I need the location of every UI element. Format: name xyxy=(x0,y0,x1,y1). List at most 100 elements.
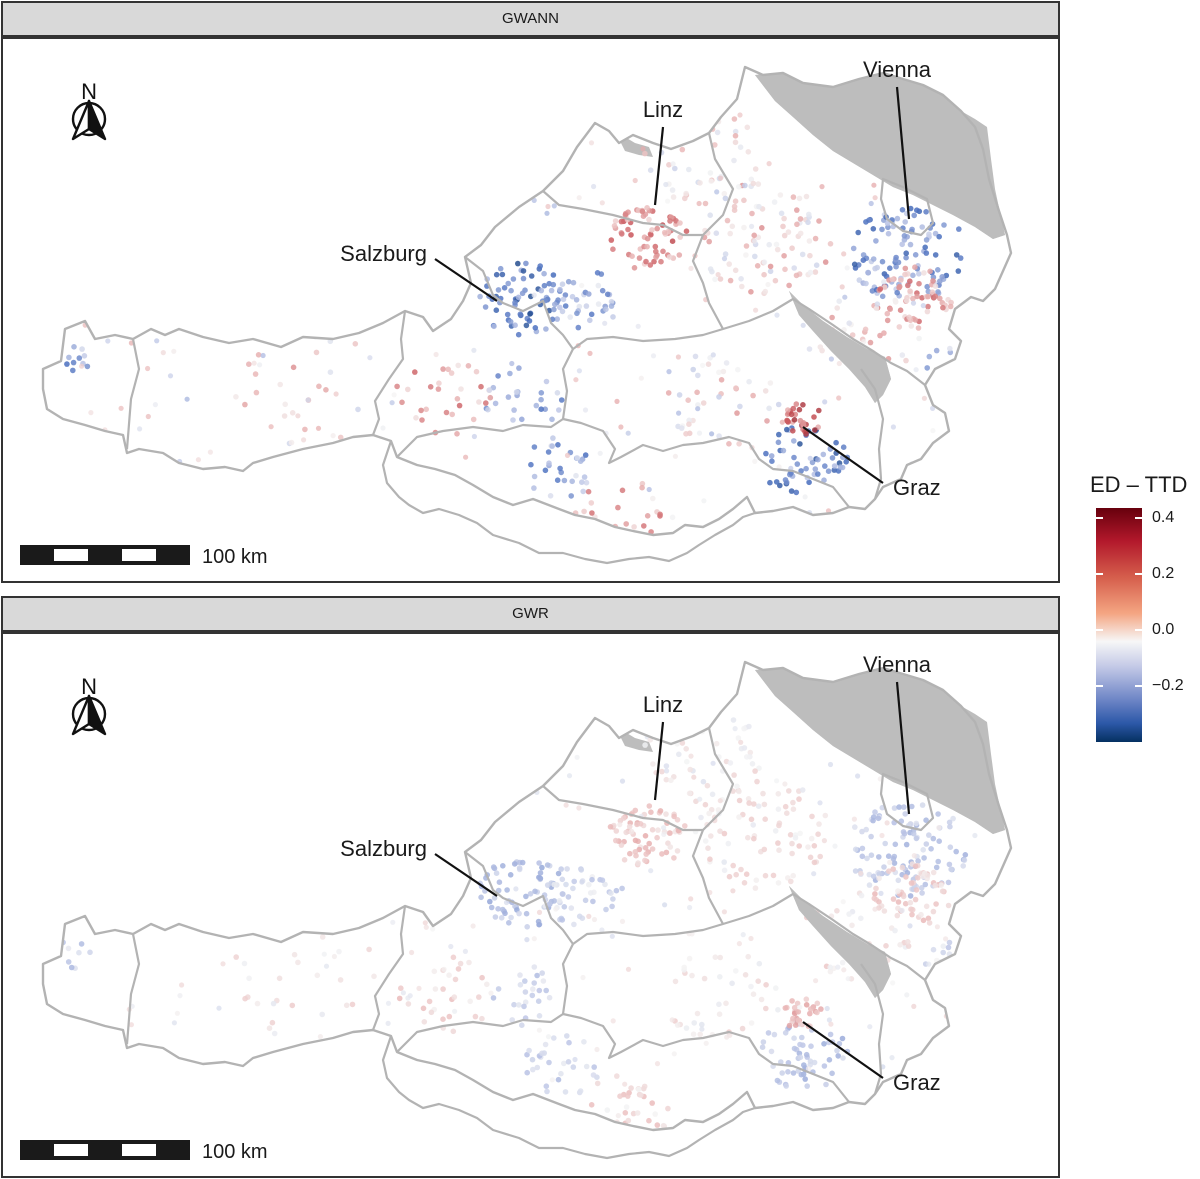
state-border xyxy=(860,963,885,1095)
station-point xyxy=(717,954,723,961)
station-point xyxy=(900,829,907,835)
station-point xyxy=(473,368,480,375)
station-point xyxy=(776,431,782,438)
station-point xyxy=(551,306,557,313)
station-point xyxy=(883,943,889,949)
station-point xyxy=(604,291,611,298)
station-point xyxy=(515,260,521,267)
station-point xyxy=(269,1019,276,1026)
station-point xyxy=(676,410,682,416)
station-point xyxy=(846,911,852,917)
station-point xyxy=(555,297,561,303)
station-point xyxy=(291,951,298,958)
station-point xyxy=(766,241,772,248)
station-point xyxy=(565,894,572,900)
station-point xyxy=(910,272,916,279)
station-point xyxy=(558,866,564,872)
station-point xyxy=(633,852,639,859)
station-point xyxy=(943,936,949,942)
station-point xyxy=(544,862,551,868)
station-point xyxy=(718,175,724,181)
station-point xyxy=(471,433,477,440)
station-point xyxy=(822,399,828,405)
station-point xyxy=(674,817,681,823)
station-point xyxy=(637,821,644,827)
station-point xyxy=(859,845,866,852)
station-point xyxy=(879,226,885,233)
station-point xyxy=(923,209,929,215)
station-point xyxy=(709,268,715,275)
station-point xyxy=(930,428,936,434)
station-point xyxy=(520,275,527,282)
station-point xyxy=(901,233,908,239)
station-point xyxy=(623,521,629,527)
station-point xyxy=(767,263,774,270)
station-point xyxy=(920,917,927,924)
station-point xyxy=(782,1005,789,1011)
station-point xyxy=(323,387,329,393)
station-point xyxy=(805,1066,812,1072)
station-point xyxy=(559,891,566,897)
station-point xyxy=(564,1033,570,1039)
station-point xyxy=(634,1110,641,1116)
station-point xyxy=(827,968,834,975)
station-point xyxy=(644,205,650,211)
station-point xyxy=(171,348,177,354)
station-point xyxy=(242,995,248,1002)
station-point xyxy=(932,882,939,889)
station-point xyxy=(741,224,747,231)
station-point xyxy=(723,360,730,366)
station-point xyxy=(808,1043,814,1049)
station-point xyxy=(505,280,512,287)
station-point xyxy=(741,745,748,751)
station-point xyxy=(455,966,462,972)
station-point xyxy=(650,495,656,502)
station-point xyxy=(653,248,659,255)
station-point xyxy=(663,811,669,817)
station-point xyxy=(923,817,929,823)
station-point xyxy=(890,856,897,862)
station-point xyxy=(779,419,785,425)
station-point xyxy=(571,921,577,928)
station-point xyxy=(761,259,768,265)
station-point xyxy=(790,428,796,434)
station-point xyxy=(590,898,596,905)
station-point xyxy=(524,1069,530,1076)
city-name: Linz xyxy=(643,692,683,717)
station-point xyxy=(742,182,748,189)
station-point xyxy=(773,241,780,248)
station-point xyxy=(748,1020,755,1026)
station-point xyxy=(398,985,404,991)
station-point xyxy=(783,479,790,486)
station-point xyxy=(510,276,517,282)
station-point xyxy=(708,178,714,184)
city-name: Salzburg xyxy=(340,836,427,861)
station-point xyxy=(527,891,534,897)
station-point xyxy=(394,383,400,390)
station-point xyxy=(793,489,800,496)
station-point xyxy=(795,1009,802,1015)
station-point xyxy=(423,924,429,930)
station-point xyxy=(448,943,454,950)
station-point xyxy=(716,369,722,376)
station-point xyxy=(513,389,520,395)
station-point xyxy=(688,753,694,759)
station-point xyxy=(560,296,567,303)
station-point xyxy=(768,1048,775,1055)
station-point xyxy=(872,809,878,815)
station-point xyxy=(858,915,864,922)
north-label: N xyxy=(81,674,97,699)
station-point xyxy=(549,1077,555,1083)
station-point xyxy=(767,268,774,275)
station-point xyxy=(477,293,483,300)
station-point xyxy=(445,366,452,373)
station-point xyxy=(519,859,526,866)
scale-segment xyxy=(156,545,190,565)
outside-mask xyxy=(3,39,1058,581)
station-point xyxy=(535,998,542,1004)
station-point xyxy=(649,827,656,833)
station-point xyxy=(557,304,563,311)
station-point xyxy=(695,402,701,408)
station-point xyxy=(519,416,525,423)
station-point xyxy=(642,742,648,748)
